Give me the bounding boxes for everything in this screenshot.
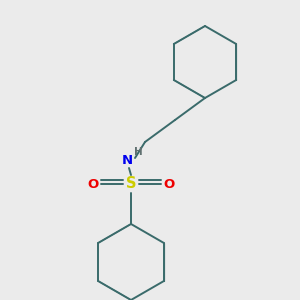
Text: O: O xyxy=(87,178,99,190)
Text: O: O xyxy=(164,178,175,190)
Text: H: H xyxy=(134,147,142,157)
Text: S: S xyxy=(126,176,136,191)
Text: N: N xyxy=(122,154,133,166)
